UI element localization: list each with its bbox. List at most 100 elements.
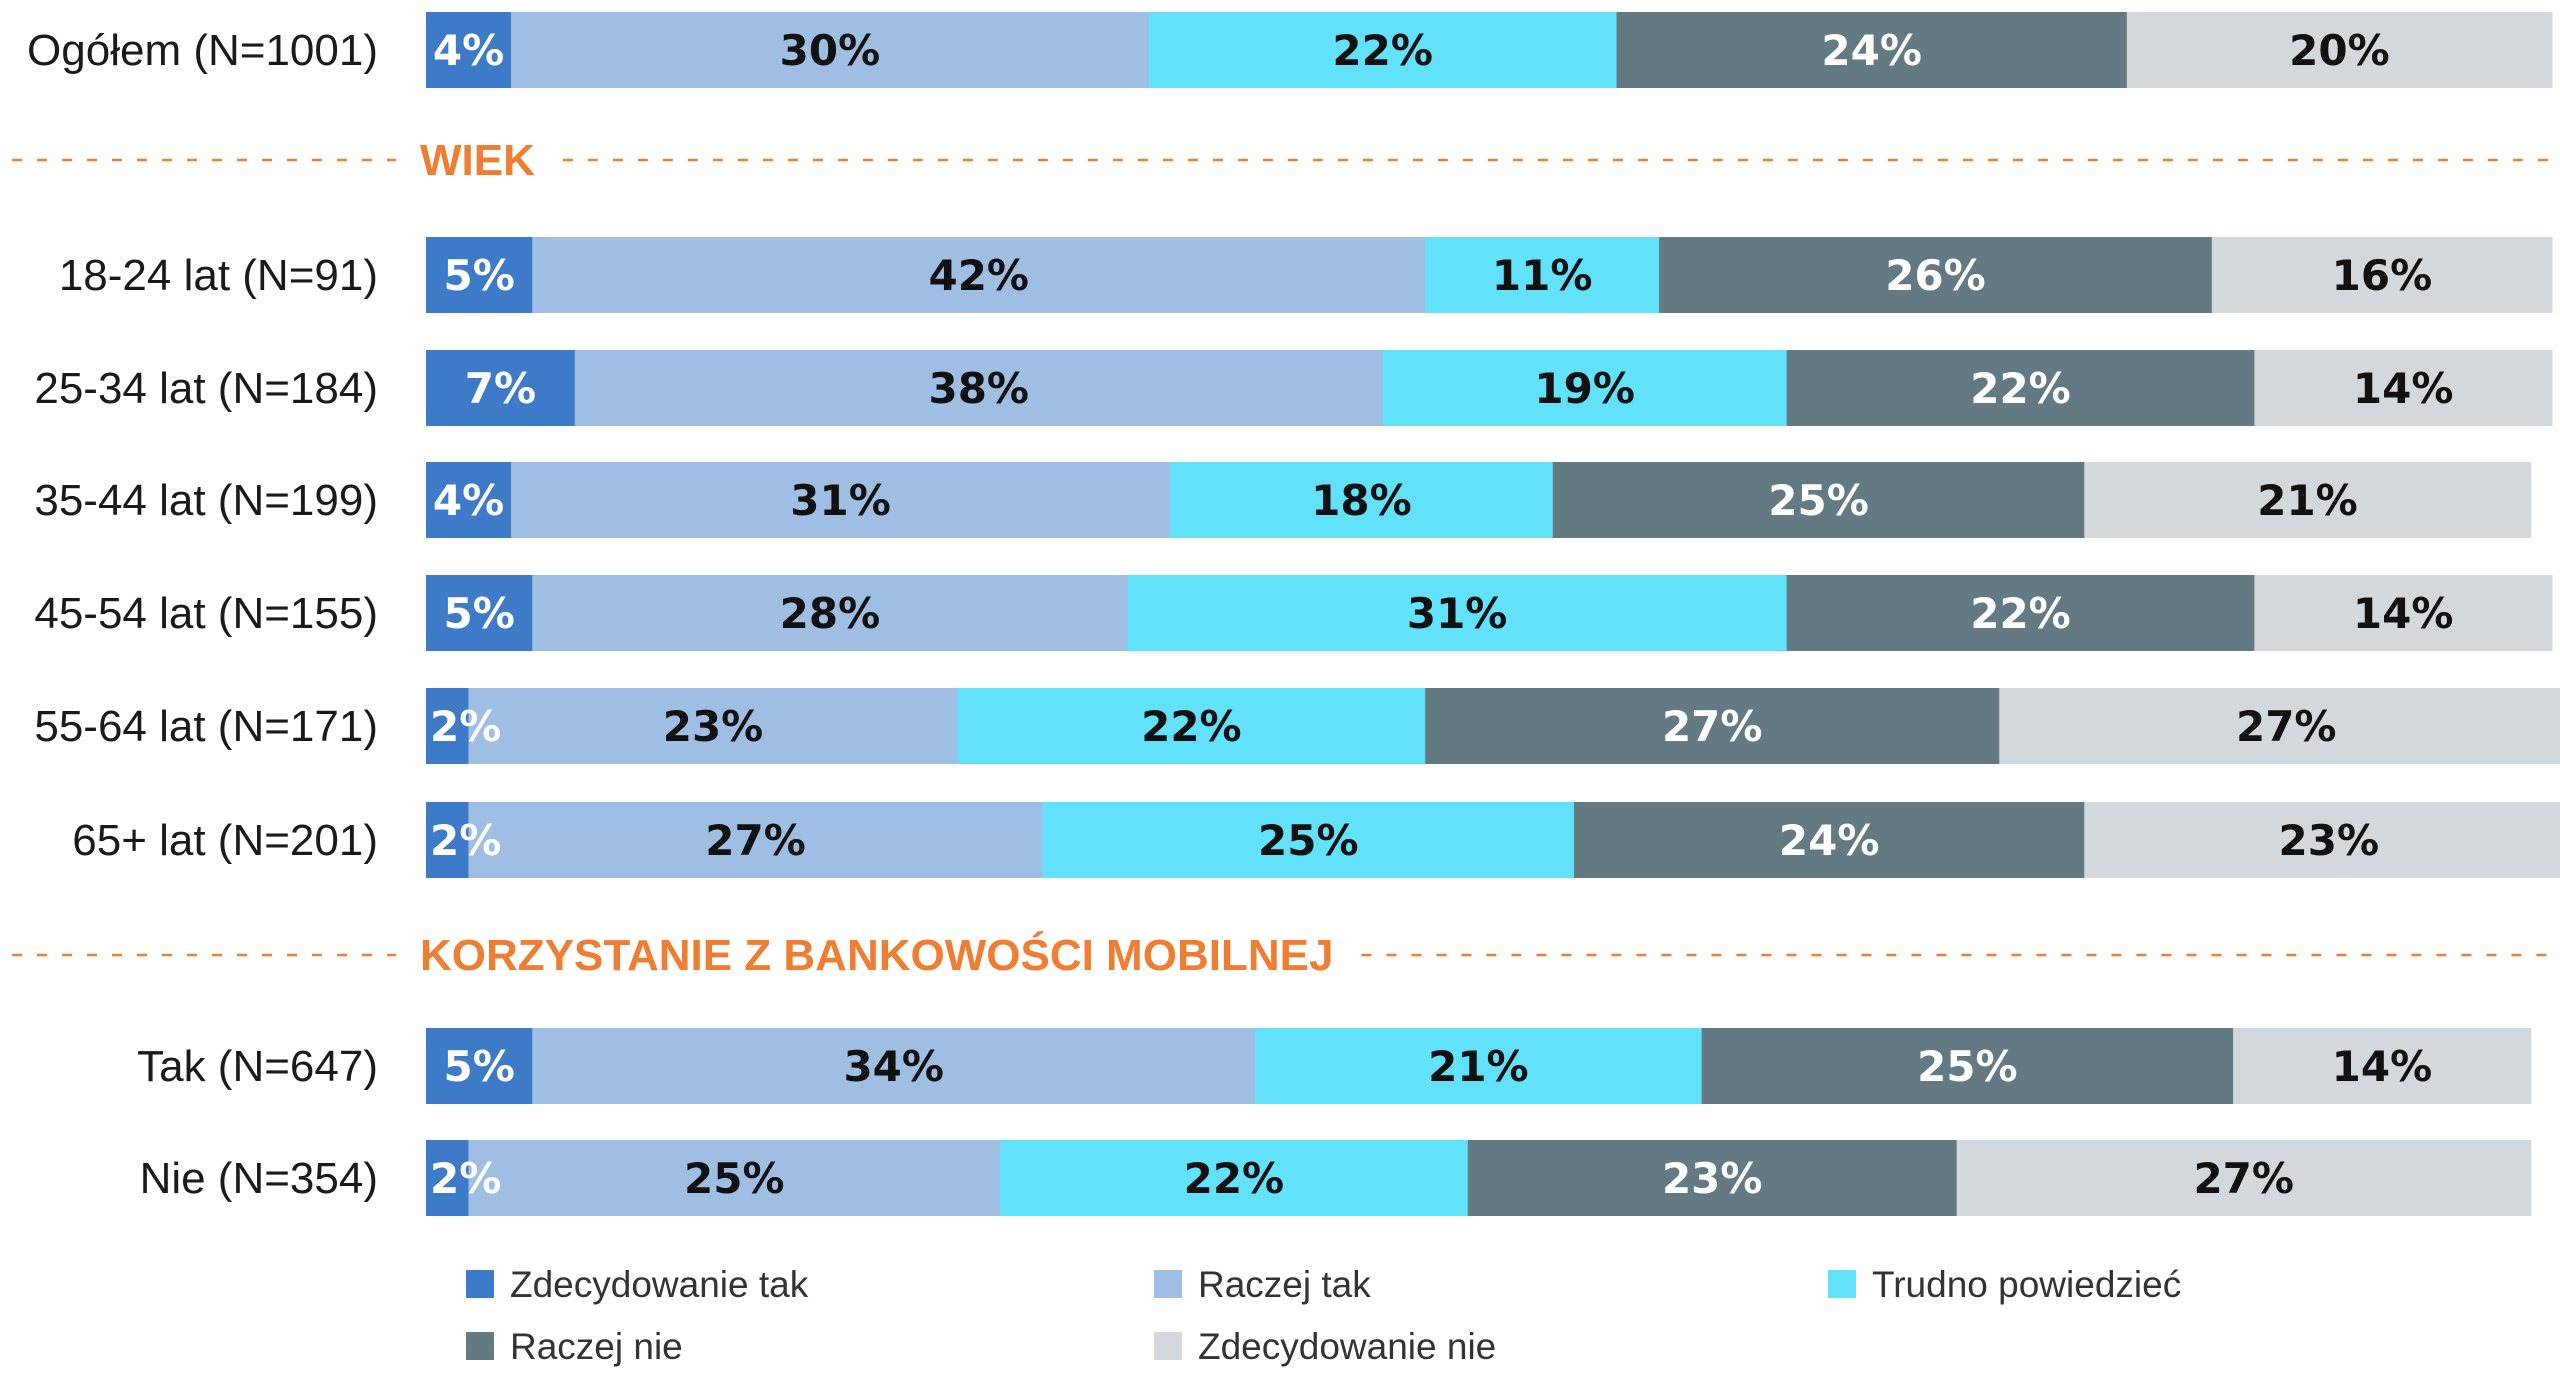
bar-segment — [1255, 1028, 1703, 1104]
bar-segment — [1616, 12, 2128, 88]
bar-segment — [1127, 575, 1788, 651]
legend-item: Raczej tak — [1154, 1264, 1371, 1305]
row-label: 18-24 lat (N=91) — [59, 251, 378, 300]
legend-item: Zdecydowanie tak — [466, 1264, 809, 1305]
bar-segment — [468, 802, 1044, 878]
bar-segment — [1552, 462, 2085, 538]
bar-segment — [426, 237, 533, 313]
bar-segment — [468, 688, 958, 764]
data-label: 14% — [2353, 364, 2454, 413]
legend-item: Trudno powiedzieć — [1828, 1264, 2181, 1305]
bar-segment — [532, 575, 1129, 651]
bar-segment — [957, 688, 1426, 764]
legend: Zdecydowanie tak Raczej tak Trudno powiedz… — [466, 1264, 2181, 1367]
legend-swatch — [1154, 1270, 1182, 1298]
bar-segment — [1425, 237, 1660, 313]
row-label: Ogółem (N=1001) — [27, 26, 378, 75]
bar-row: 25-34 lat (N=184) 7% 38% 19% 22% 14% — [34, 350, 2553, 426]
data-label: 27% — [705, 816, 806, 865]
bar-segment — [426, 575, 533, 651]
section-title: WIEK — [420, 136, 535, 185]
bar-segment — [426, 802, 470, 878]
row-label: Nie (N=354) — [140, 1154, 378, 1203]
row-label: 65+ lat (N=201) — [72, 816, 378, 865]
bar-segment — [574, 350, 1384, 426]
bar-segment — [426, 350, 576, 426]
data-label: 11% — [1492, 251, 1593, 300]
section-header: KORZYSTANIE Z BANKOWOŚCI MOBILNEJ — [12, 930, 2552, 980]
data-label: 22% — [1970, 589, 2071, 638]
bar-segment — [2211, 237, 2553, 313]
legend-label: Zdecydowanie tak — [510, 1264, 809, 1305]
data-label: 5% — [443, 251, 514, 300]
data-label: 7% — [465, 364, 536, 413]
data-label: 25% — [1258, 816, 1359, 865]
bar-segment — [1701, 1028, 2234, 1104]
data-label: 19% — [1534, 364, 1635, 413]
bar-segment — [1382, 350, 1788, 426]
bar-segment — [1574, 802, 2085, 878]
data-label: 30% — [780, 26, 881, 75]
bar-row: 45-54 lat (N=155) 5% 28% 31% 22% 14% — [34, 575, 2553, 651]
bar-segment — [1170, 462, 1554, 538]
bar-segment — [1467, 1140, 1958, 1216]
legend-swatch — [1828, 1270, 1856, 1298]
data-label: 23% — [1662, 1154, 1763, 1203]
bar-row: 55-64 lat (N=171) 2% 23% 22% 27% 27% — [34, 688, 2560, 764]
legend-label: Raczej nie — [510, 1326, 683, 1367]
bar-row: Nie (N=354) 2% 25% 22% 23% 27% — [140, 1140, 2532, 1216]
data-label: 31% — [790, 476, 891, 525]
data-label: 25% — [1768, 476, 1869, 525]
data-label: 4% — [433, 26, 504, 75]
legend-swatch — [1154, 1332, 1182, 1360]
bar-segment — [1659, 237, 2213, 313]
section-header: WIEK — [12, 136, 2552, 185]
data-label: 27% — [1662, 702, 1763, 751]
data-label: 4% — [433, 476, 504, 525]
bar-segment — [1042, 802, 1575, 878]
bar-segment — [426, 462, 512, 538]
data-label: 18% — [1311, 476, 1412, 525]
data-label: 24% — [1779, 816, 1880, 865]
bar-segment — [1425, 688, 2000, 764]
bar-segment — [426, 688, 470, 764]
data-label: 2% — [430, 702, 501, 751]
section-title: KORZYSTANIE Z BANKOWOŚCI MOBILNEJ — [420, 930, 1333, 980]
data-label: 31% — [1407, 589, 1508, 638]
data-label: 22% — [1141, 702, 1242, 751]
legend-item: Zdecydowanie nie — [1154, 1326, 1496, 1367]
data-label: 23% — [663, 702, 764, 751]
bar-segment — [1786, 575, 2255, 651]
data-label: 20% — [2289, 26, 2390, 75]
row-label: 25-34 lat (N=184) — [34, 364, 378, 413]
bar-segment — [1148, 12, 1618, 88]
data-label: 42% — [928, 251, 1029, 300]
data-label: 5% — [443, 589, 514, 638]
legend-swatch — [466, 1332, 494, 1360]
bar-row: Ogółem (N=1001) 4% 30% 22% 24% 20% — [27, 12, 2553, 88]
bar-segment — [426, 1028, 533, 1104]
data-label: 22% — [1332, 26, 1433, 75]
bar-segment — [1956, 1140, 2532, 1216]
data-label: 26% — [1885, 251, 1986, 300]
bar-segment — [426, 12, 512, 88]
data-label: 24% — [1821, 26, 1922, 75]
bar-segment — [2254, 350, 2553, 426]
bar-segment — [2084, 802, 2560, 878]
data-label: 16% — [2332, 251, 2433, 300]
data-label: 2% — [430, 816, 501, 865]
data-label: 25% — [684, 1154, 785, 1203]
bar-segment — [1786, 350, 2255, 426]
bar-segment — [511, 462, 1171, 538]
legend-label: Zdecydowanie nie — [1198, 1326, 1496, 1367]
bar-segment — [511, 12, 1150, 88]
data-label: 38% — [928, 364, 1029, 413]
data-label: 14% — [2353, 589, 2454, 638]
bar-segment — [2254, 575, 2553, 651]
bar-segment — [532, 1028, 1256, 1104]
data-label: 25% — [1917, 1042, 2018, 1091]
data-label: 34% — [843, 1042, 944, 1091]
data-label: 22% — [1970, 364, 2071, 413]
row-label: 45-54 lat (N=155) — [34, 589, 378, 638]
bar-row: 65+ lat (N=201) 2% 27% 25% 24% 23% — [72, 802, 2560, 878]
